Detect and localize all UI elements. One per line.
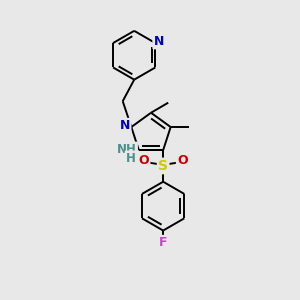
Text: N: N: [154, 35, 164, 48]
Text: H: H: [126, 152, 136, 165]
Text: O: O: [177, 154, 188, 167]
Text: O: O: [139, 154, 149, 167]
Text: F: F: [159, 236, 167, 249]
Text: NH: NH: [117, 143, 137, 156]
Text: S: S: [158, 159, 168, 173]
Text: N: N: [120, 119, 130, 132]
